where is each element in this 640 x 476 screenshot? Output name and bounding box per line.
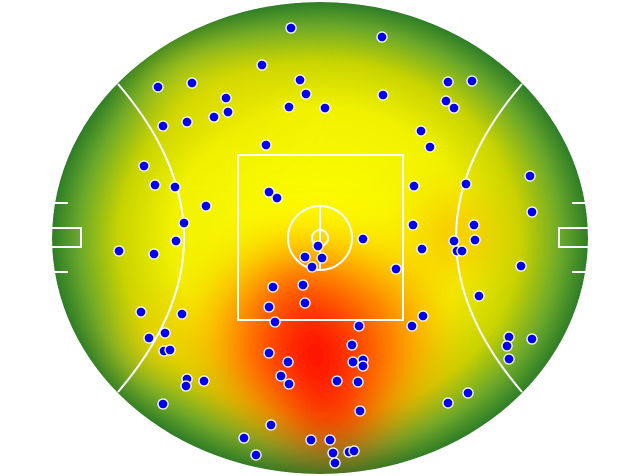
point xyxy=(468,219,480,231)
point xyxy=(462,387,474,399)
point xyxy=(170,235,182,247)
point xyxy=(346,339,358,351)
point xyxy=(417,310,429,322)
point xyxy=(164,344,176,356)
point xyxy=(376,31,388,43)
point xyxy=(348,445,360,457)
point xyxy=(357,360,369,372)
point xyxy=(299,297,311,309)
point xyxy=(442,76,454,88)
point xyxy=(377,89,389,101)
point xyxy=(424,141,436,153)
point xyxy=(169,181,181,193)
point xyxy=(300,88,312,100)
point xyxy=(416,243,428,255)
point xyxy=(305,434,317,446)
point xyxy=(526,333,538,345)
point xyxy=(352,376,364,388)
point xyxy=(159,327,171,339)
point xyxy=(200,200,212,212)
point xyxy=(460,178,472,190)
point xyxy=(515,260,527,272)
point xyxy=(297,279,309,291)
point xyxy=(316,252,328,264)
point xyxy=(324,434,336,446)
point xyxy=(176,308,188,320)
point xyxy=(157,120,169,132)
point xyxy=(329,457,341,469)
point xyxy=(256,59,268,71)
point xyxy=(526,206,538,218)
point xyxy=(181,116,193,128)
point xyxy=(265,419,277,431)
point xyxy=(263,301,275,313)
point xyxy=(260,139,272,151)
point xyxy=(503,331,515,343)
point xyxy=(220,92,232,104)
point xyxy=(456,245,468,257)
point xyxy=(299,251,311,263)
point xyxy=(473,290,485,302)
point xyxy=(152,81,164,93)
point xyxy=(406,320,418,332)
point xyxy=(178,217,190,229)
point xyxy=(263,347,275,359)
point xyxy=(135,306,147,318)
point xyxy=(524,170,536,182)
point xyxy=(282,356,294,368)
point xyxy=(238,432,250,444)
point xyxy=(331,375,343,387)
point xyxy=(390,263,402,275)
point xyxy=(208,111,220,123)
point xyxy=(285,22,297,34)
point xyxy=(448,102,460,114)
point xyxy=(269,316,281,328)
point xyxy=(271,192,283,204)
point xyxy=(267,281,279,293)
point xyxy=(415,125,427,137)
point xyxy=(353,320,365,332)
point xyxy=(180,380,192,392)
point xyxy=(408,180,420,192)
point xyxy=(319,102,331,114)
point xyxy=(143,332,155,344)
point xyxy=(157,398,169,410)
point xyxy=(138,160,150,172)
point xyxy=(306,261,318,273)
point xyxy=(312,240,324,252)
point xyxy=(283,101,295,113)
point xyxy=(186,77,198,89)
point xyxy=(222,106,234,118)
point xyxy=(440,95,452,107)
point xyxy=(442,397,454,409)
point xyxy=(354,405,366,417)
point xyxy=(466,75,478,87)
point xyxy=(503,353,515,365)
point xyxy=(149,179,161,191)
point xyxy=(327,447,339,459)
point xyxy=(407,219,419,231)
point xyxy=(448,235,460,247)
point xyxy=(250,449,262,461)
point xyxy=(347,356,359,368)
point xyxy=(469,234,481,246)
point xyxy=(148,248,160,260)
point xyxy=(198,375,210,387)
point xyxy=(283,378,295,390)
point xyxy=(113,245,125,257)
point xyxy=(275,370,287,382)
point xyxy=(294,74,306,86)
point xyxy=(501,340,513,352)
point xyxy=(357,233,369,245)
point xyxy=(263,186,275,198)
